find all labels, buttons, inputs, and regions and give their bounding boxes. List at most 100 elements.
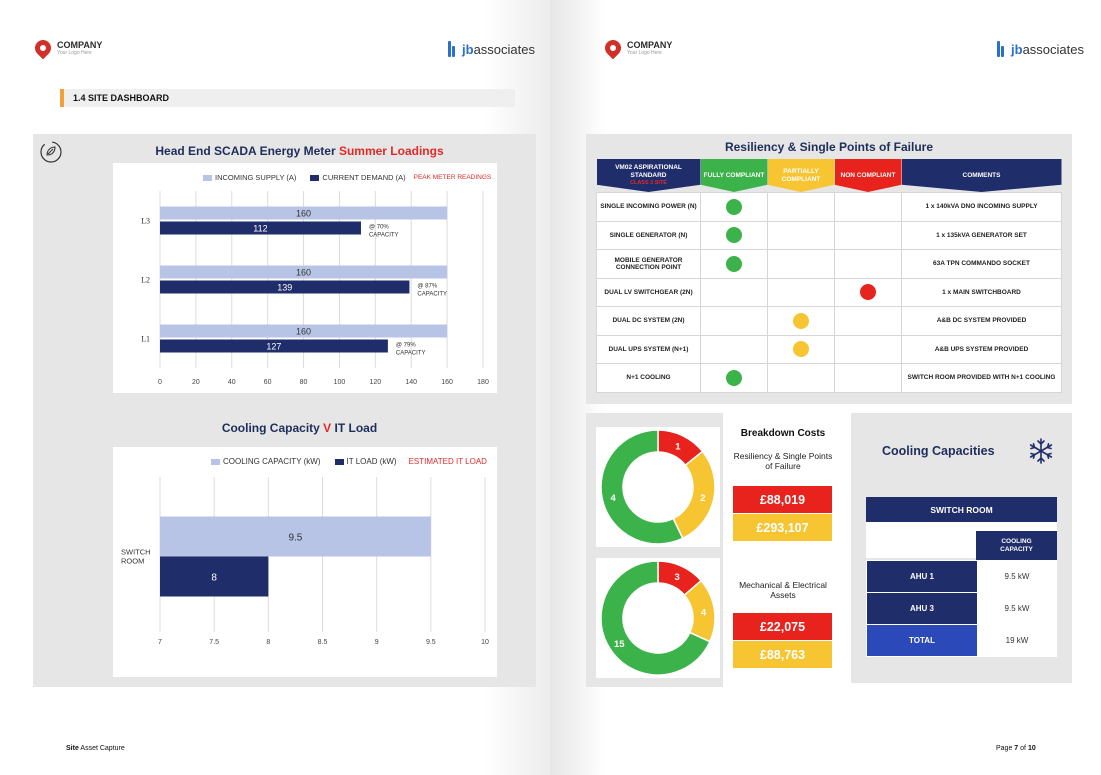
cooling-capacity-bar xyxy=(160,516,431,557)
resiliency-row-comment: A&B DC SYSTEM PROVIDED xyxy=(901,306,1062,336)
energy-title-highlight: Summer Loadings xyxy=(338,144,444,158)
energy-bar-value: 160 xyxy=(296,268,311,278)
incoming-supply-bar xyxy=(160,206,448,220)
energy-leaf-icon xyxy=(40,141,62,163)
jb-suffix-right: associates xyxy=(1022,41,1084,57)
header-non: NON COMPLIANT xyxy=(834,159,902,193)
resiliency-row-label: DUAL LV SWITCHGEAR (2N) xyxy=(596,277,701,307)
energy-title-main: Head End SCADA Energy Meter xyxy=(155,144,339,158)
group2-yellow-cost: £88,763 xyxy=(733,641,832,668)
cooling-row-label: AHU 1 xyxy=(866,560,978,593)
it-load-bar xyxy=(160,556,269,597)
donut-resiliency-box: 1 2 4 xyxy=(596,427,720,547)
header-fully: FULLY COMPLIANT xyxy=(700,159,768,193)
capacity-annotation: @ 79% CAPACITY xyxy=(396,343,426,357)
cooling-capacities-title: Cooling Capacities xyxy=(882,444,995,458)
group1-label: Resiliency & Single Points of Failure xyxy=(733,451,833,472)
resiliency-row-comment: 1 x 140kVA DNO INCOMING SUPPLY xyxy=(901,192,1062,222)
status-dot-partial xyxy=(793,341,809,358)
resiliency-row: MOBILE GENERATOR CONNECTION POINT 63A TPN… xyxy=(596,249,1062,279)
status-cell-non xyxy=(834,277,902,307)
energy-category-label: L3 xyxy=(141,217,150,226)
resiliency-row: DUAL UPS SYSTEM (N+1) A&B UPS SYSTEM PROV… xyxy=(596,334,1062,364)
energy-tick-label: 160 xyxy=(441,379,453,386)
company-name-right: COMPANY xyxy=(627,39,673,50)
cooling-load-title: Cooling Capacity V IT Load xyxy=(33,421,550,435)
group1-red-cost: £88,019 xyxy=(733,486,832,513)
donut-slice-label: 15 xyxy=(614,639,625,650)
resiliency-table: VM02 ASPIRATIONAL STANDARD CLASS 3 SITE F… xyxy=(596,159,1062,393)
status-cell-partial xyxy=(767,363,835,393)
current-demand-bar xyxy=(160,221,361,235)
energy-chart-title: Head End SCADA Energy Meter Summer Loadi… xyxy=(33,144,550,158)
status-cell-non xyxy=(834,363,902,393)
cooling-row-label: AHU 3 xyxy=(866,592,978,625)
status-dot-fully xyxy=(726,227,742,244)
energy-tick-label: 20 xyxy=(192,379,200,386)
footer-left: Site Asset Capture xyxy=(66,745,125,752)
cooling-capacity-table: AHU 1 9.5 kW AHU 3 9.5 kW TOTAL 19 kW xyxy=(866,560,1057,657)
resiliency-row: N+1 COOLING SWITCH ROOM PROVIDED WITH N+1… xyxy=(596,363,1062,393)
current-demand-bar xyxy=(160,280,410,294)
footer-site: Site xyxy=(66,745,79,752)
resiliency-row-label: N+1 COOLING xyxy=(596,363,701,393)
footer-page-total: 10 xyxy=(1027,745,1036,752)
jb-prefix: jb xyxy=(462,41,474,57)
footer-page-num: 7 xyxy=(1014,745,1019,752)
company-logo: COMPANY Your Logo Here xyxy=(31,36,103,60)
cooling-category-label: SWITCH ROOM xyxy=(121,548,151,566)
resiliency-row-label: DUAL DC SYSTEM (2N) xyxy=(596,306,701,336)
jb-bars-icon xyxy=(448,41,458,57)
cooling-capacity-row: AHU 3 9.5 kW xyxy=(866,592,1057,625)
status-cell-non xyxy=(834,220,902,250)
cooling-bar-value: 8 xyxy=(211,573,217,584)
legend-swatch-it xyxy=(334,458,344,465)
incoming-supply-bar xyxy=(160,324,448,338)
resiliency-row: DUAL LV SWITCHGEAR (2N) 1 x MAIN SWITCHBO… xyxy=(596,277,1062,307)
company-tagline-right: Your Logo Here xyxy=(627,49,662,56)
legend-demand: CURRENT DEMAND (A) xyxy=(322,173,406,182)
cooling-tick-label: 9 xyxy=(375,639,379,646)
cooling-capacity-row: AHU 1 9.5 kW xyxy=(866,560,1057,593)
energy-tick-label: 180 xyxy=(477,379,489,386)
section-accent xyxy=(60,89,64,107)
header-standard-sub: CLASS 3 SITE xyxy=(630,180,667,187)
energy-tick-label: 0 xyxy=(158,379,162,386)
resiliency-row: DUAL DC SYSTEM (2N) A&B DC SYSTEM PROVIDE… xyxy=(596,306,1062,336)
donut-assets: 3 4 15 xyxy=(600,560,716,676)
resiliency-row-comment: SWITCH ROOM PROVIDED WITH N+1 COOLING xyxy=(901,363,1062,393)
header-comments-text: COMMENTS xyxy=(962,171,1001,179)
section-title: 1.4 SITE DASHBOARD xyxy=(73,93,170,103)
cooling-tick-label: 10 xyxy=(481,639,489,646)
legend-it: IT LOAD (kW) xyxy=(346,457,397,466)
status-dot-non xyxy=(860,284,876,301)
donut-slice xyxy=(600,429,684,545)
donut-resiliency: 1 2 4 xyxy=(600,429,716,545)
energy-bar-value: 127 xyxy=(266,342,281,352)
energy-chart: INCOMING SUPPLY (A) CURRENT DEMAND (A) P… xyxy=(113,163,497,393)
resiliency-row-comment: 1 x MAIN SWITCHBOARD xyxy=(901,277,1062,307)
company-tagline: Your Logo Here xyxy=(57,49,92,56)
cooling-title-v: V xyxy=(323,421,332,435)
status-dot-partial xyxy=(793,312,809,329)
cooling-title-a: Cooling Capacity xyxy=(221,421,324,435)
jb-associates-logo-right: jb associates xyxy=(997,41,1084,57)
status-cell-non xyxy=(834,192,902,222)
cooling-capacities-panel: Cooling Capacities SWITCH ROOM COOLING C… xyxy=(851,413,1072,683)
cooling-col-header: COOLING CAPACITY xyxy=(976,531,1057,560)
resiliency-row: SINGLE INCOMING POWER (N) 1 x 140kVA DNO … xyxy=(596,192,1062,222)
resiliency-row-comment: 1 x 135kVA GENERATOR SET xyxy=(901,220,1062,250)
capacity-annotation: @ 70% CAPACITY xyxy=(369,225,399,239)
group1-yellow-cost: £293,107 xyxy=(733,514,832,541)
energy-tick-label: 140 xyxy=(405,379,417,386)
donut-slice xyxy=(600,560,711,676)
company-name: COMPANY xyxy=(57,39,103,50)
header-standard: VM02 ASPIRATIONAL STANDARD CLASS 3 SITE xyxy=(596,159,701,193)
donut-slice xyxy=(672,450,716,540)
cooling-tick-label: 8 xyxy=(266,639,270,646)
group2-red-cost: £22,075 xyxy=(733,613,832,640)
cooling-tick-label: 8.5 xyxy=(318,639,328,646)
company-logo-right: COMPANY Your Logo Here xyxy=(601,36,673,60)
status-cell-partial xyxy=(767,277,835,307)
energy-bar-value: 139 xyxy=(277,283,292,293)
